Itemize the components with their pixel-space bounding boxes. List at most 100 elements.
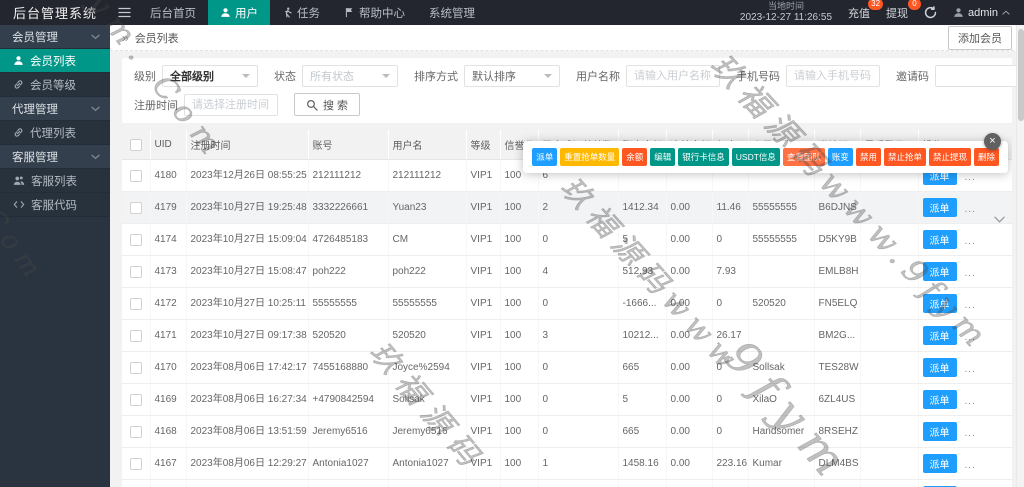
- sidebar-item[interactable]: 会员等级: [0, 73, 110, 97]
- table-cell: 100: [500, 223, 539, 256]
- filter-input[interactable]: [626, 65, 720, 87]
- dispatch-order-button[interactable]: 派单: [922, 454, 957, 473]
- table-cell: 2023年08月06日 13:51:59: [186, 415, 309, 448]
- row-checkbox[interactable]: [129, 265, 142, 278]
- popup-action-button[interactable]: 账变: [827, 148, 853, 166]
- link-icon: [13, 79, 24, 90]
- popup-action-button[interactable]: 删除: [973, 148, 999, 166]
- sidebar-item[interactable]: 客服列表: [0, 169, 110, 193]
- table-cell: 212111212: [308, 159, 389, 192]
- row-checkbox[interactable]: [129, 201, 142, 214]
- sidebar-group[interactable]: 客服管理: [0, 145, 110, 169]
- table-body: 4180 2023年12月26日 08:55:25 212111212 2121112…: [122, 159, 1012, 487]
- add-member-button[interactable]: 添加会员: [948, 25, 1012, 50]
- table-cell: 665: [618, 415, 667, 448]
- nav-label: 系统管理: [429, 7, 475, 20]
- table-cell: 100: [500, 351, 539, 384]
- table-cell: 512.93: [618, 255, 667, 288]
- more-actions-button[interactable]: ...: [964, 172, 976, 183]
- row-checkbox[interactable]: [129, 457, 142, 470]
- select-all-checkbox[interactable]: [129, 138, 142, 151]
- more-actions-button[interactable]: ...: [964, 364, 976, 375]
- table-cell: [860, 287, 919, 320]
- dispatch-order-button[interactable]: 派单: [922, 230, 957, 249]
- topbar-menu-item[interactable]: 帮助中心: [332, 0, 417, 25]
- search-button[interactable]: 搜 索: [294, 93, 361, 116]
- dispatch-order-button[interactable]: 派单: [922, 358, 957, 377]
- table-cell: 4167: [150, 447, 187, 480]
- recharge-button[interactable]: 充值 32: [848, 0, 884, 21]
- table-cell: Joyce%2594: [388, 351, 467, 384]
- topbar-menu-item[interactable]: 用户: [208, 0, 270, 25]
- row-checkbox[interactable]: [129, 233, 142, 246]
- table-cell: 0.00: [666, 319, 713, 352]
- dispatch-order-button[interactable]: 派单: [922, 198, 957, 217]
- filter-input[interactable]: [786, 65, 880, 87]
- popup-action-button[interactable]: 余额: [622, 148, 648, 166]
- admin-menu[interactable]: admin: [953, 7, 1010, 19]
- chevron-down-icon[interactable]: [994, 216, 1005, 223]
- more-actions-button[interactable]: ...: [964, 300, 976, 311]
- member-table-card: UID注册时间账号用户名等级信誉分已完成订单总数账户余额冻结金额佣金上级用户邀请…: [122, 130, 1012, 487]
- popup-action-button[interactable]: 派单: [532, 148, 558, 166]
- close-icon[interactable]: ×: [984, 133, 1001, 150]
- more-actions-button[interactable]: ...: [964, 428, 976, 439]
- dispatch-order-button[interactable]: 派单: [922, 294, 957, 313]
- popup-action-button[interactable]: USDT信息: [731, 148, 780, 166]
- sidebar-item[interactable]: 会员列表: [0, 49, 110, 73]
- topbar-menu-item[interactable]: 后台首页: [138, 0, 208, 25]
- sidebar-item[interactable]: 客服代码: [0, 193, 110, 217]
- popup-action-button[interactable]: 禁用: [855, 148, 881, 166]
- row-checkbox[interactable]: [129, 297, 142, 310]
- topbar-menu-item[interactable]: 系统管理: [417, 0, 487, 25]
- filter-select: 排序方式 默认排序: [414, 65, 560, 87]
- menu-toggle-icon[interactable]: [110, 0, 138, 25]
- topbar-menu-item[interactable]: 任务: [270, 0, 332, 25]
- popup-action-button[interactable]: 银行卡信息: [678, 148, 729, 166]
- popup-action-button[interactable]: 重置抢单数量: [560, 148, 620, 166]
- popup-action-button[interactable]: 查看团队: [782, 148, 825, 166]
- more-actions-button[interactable]: ...: [964, 396, 976, 407]
- sidebar-group[interactable]: 会员管理: [0, 25, 110, 49]
- row-checkbox[interactable]: [129, 169, 142, 182]
- table-row: 4169 2023年08月06日 16:27:34 +4790842594 Solls…: [122, 383, 1012, 416]
- popup-action-button[interactable]: 禁止提现: [928, 148, 971, 166]
- row-checkbox[interactable]: [129, 361, 142, 374]
- column-header: 注册时间: [186, 130, 309, 160]
- more-actions-button[interactable]: ...: [964, 460, 976, 471]
- dispatch-order-button[interactable]: 派单: [922, 262, 957, 281]
- dispatch-order-button[interactable]: 派单: [922, 422, 957, 441]
- table-cell: 55555555: [308, 287, 389, 320]
- sidebar-group[interactable]: 代理管理: [0, 97, 110, 121]
- more-actions-button[interactable]: ...: [964, 332, 976, 343]
- register-time-input[interactable]: [184, 93, 278, 116]
- table-cell: 4166: [150, 479, 187, 487]
- filter-input[interactable]: [935, 65, 1024, 87]
- popup-action-button[interactable]: 编辑: [650, 148, 676, 166]
- withdraw-button[interactable]: 提现 0: [886, 0, 922, 21]
- filter-row-2: 注册时间 搜 索: [134, 93, 1000, 116]
- more-actions-button[interactable]: ...: [964, 236, 976, 247]
- main-content: » 会员列表 添加会员 级别 全部级别 状态 所有状态 排序方式 默认排序 用户名称 手机号码…: [110, 25, 1024, 487]
- select-box[interactable]: 全部级别: [162, 65, 258, 87]
- select-box[interactable]: 默认排序: [464, 65, 560, 87]
- row-checkbox[interactable]: [129, 425, 142, 438]
- scrollbar-thumb[interactable]: [1018, 29, 1024, 121]
- table-cell: EMLB8H: [814, 255, 861, 288]
- dispatch-order-button[interactable]: 派单: [922, 390, 957, 409]
- more-actions-button[interactable]: ...: [964, 268, 976, 279]
- page-scrollbar[interactable]: [1016, 25, 1024, 487]
- popup-action-button[interactable]: 禁止抢单: [883, 148, 926, 166]
- table-cell: 6ZL4US: [814, 383, 861, 416]
- refresh-icon[interactable]: [924, 6, 937, 19]
- more-actions-button[interactable]: ...: [964, 204, 976, 215]
- select-box[interactable]: 所有状态: [302, 65, 398, 87]
- breadcrumb: 会员列表: [134, 32, 179, 45]
- table-cell: VIP1: [466, 223, 501, 256]
- row-checkbox[interactable]: [129, 329, 142, 342]
- sidebar-item[interactable]: 代理列表: [0, 121, 110, 145]
- table-cell: 3: [538, 319, 619, 352]
- table-cell: 0.00: [666, 191, 713, 224]
- row-checkbox[interactable]: [129, 393, 142, 406]
- dispatch-order-button[interactable]: 派单: [922, 326, 957, 345]
